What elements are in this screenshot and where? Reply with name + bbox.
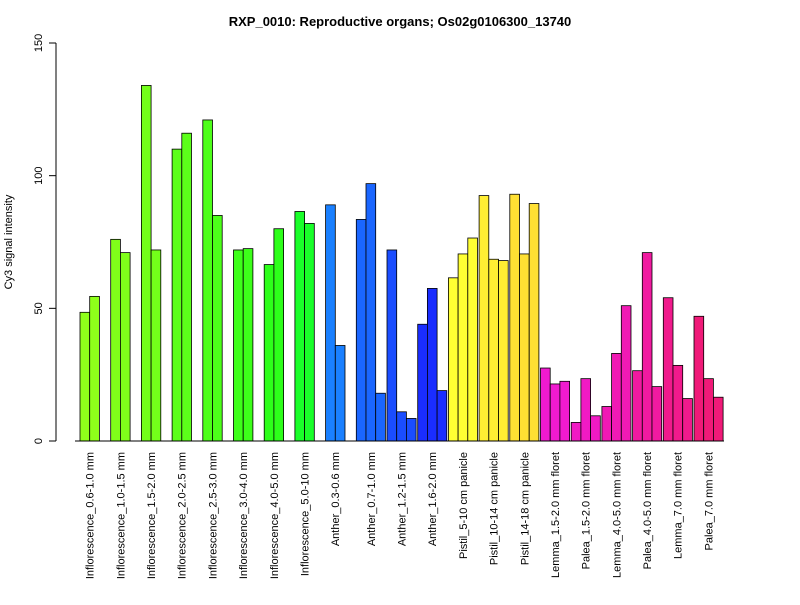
bar (682, 398, 693, 442)
bar (498, 260, 509, 442)
bar (365, 183, 377, 442)
category-label: Lemma_7.0 mm floret (673, 452, 685, 559)
category-label: Lemma_4.0-5.0 mm floret (611, 452, 623, 578)
category-label: Pistil_10-14 cm panicle (489, 452, 501, 565)
y-tick-label: 150 (33, 34, 45, 52)
bar (181, 132, 192, 442)
bar (447, 277, 459, 442)
category-label: Inflorescence_2.0-2.5 mm (177, 452, 189, 579)
category-label: Lemma_1.5-2.0 mm floret (550, 452, 562, 578)
bar (467, 237, 478, 442)
bar (386, 249, 398, 442)
y-axis: 0 50 100 150 (33, 34, 57, 444)
bar (580, 378, 592, 442)
bar (89, 295, 100, 442)
y-tick-label: 0 (33, 438, 45, 444)
category-label: Anther_1.2-1.5 mm (397, 452, 409, 546)
bar (405, 418, 417, 442)
bar (641, 252, 653, 442)
y-axis-label: Cy3 signal intensity (3, 194, 15, 289)
bar (601, 406, 613, 442)
bar (242, 248, 254, 442)
bars-group (79, 85, 724, 442)
y-tick-label: 50 (33, 302, 45, 314)
bar (355, 219, 367, 442)
category-label: Inflorescence_2.5-3.0 mm (207, 452, 219, 579)
category-label: Palea_4.0-5.0 mm floret (642, 452, 654, 569)
bar (509, 193, 520, 442)
y-tick-label: 100 (33, 166, 45, 184)
category-label: Inflorescence_3.0-4.0 mm (238, 452, 250, 579)
category-label: Inflorescence_5.0-10 mm (300, 452, 312, 576)
bar (294, 211, 305, 442)
category-label: Anther_0.3-0.6 mm (330, 452, 342, 546)
chart-title: RXP_0010: Reproductive organs; Os02g0106… (229, 14, 572, 29)
category-label: Pistil_5-10 cm panicle (458, 452, 470, 559)
bar (273, 228, 284, 442)
bar (570, 422, 582, 442)
bar (171, 148, 183, 442)
category-label: Anther_1.6-2.0 mm (427, 452, 439, 546)
bar (436, 390, 448, 442)
bar (325, 204, 336, 442)
bar (611, 353, 622, 442)
bar (375, 392, 386, 442)
bar (79, 311, 91, 442)
bar (140, 85, 152, 442)
bar (693, 315, 705, 442)
category-label: Palea_1.5-2.0 mm floret (581, 452, 593, 569)
bar (651, 386, 663, 442)
bar (417, 323, 428, 442)
bar (304, 223, 315, 442)
bar (457, 253, 469, 442)
bar (334, 345, 346, 442)
bar (263, 264, 275, 442)
category-label: Anther_0.7-1.0 mm (366, 452, 378, 546)
category-label: Pistil_14-18 cm panicle (519, 452, 531, 565)
category-labels: Inflorescence_0.6-1.0 mm Inflorescence_1.… (85, 452, 716, 579)
category-label: Palea_7.0 mm floret (703, 452, 715, 550)
bar (540, 367, 551, 442)
bar (202, 119, 213, 442)
bar (620, 305, 632, 442)
bar (519, 253, 530, 442)
bar (559, 380, 571, 442)
bar (662, 297, 674, 442)
bar (632, 370, 643, 442)
bar (488, 258, 499, 442)
bar (150, 249, 162, 442)
bar (528, 203, 540, 442)
bar (120, 252, 131, 442)
category-label: Inflorescence_0.6-1.0 mm (85, 452, 97, 579)
category-label: Inflorescence_1.0-1.5 mm (115, 452, 127, 579)
bar (672, 364, 684, 442)
bar (703, 378, 714, 442)
category-label: Inflorescence_1.5-2.0 mm (146, 452, 158, 579)
bar (233, 249, 244, 442)
bar (212, 215, 223, 442)
bar (478, 195, 490, 442)
bar (549, 383, 561, 442)
bar (426, 288, 438, 442)
bar (110, 238, 121, 442)
bar (713, 396, 724, 442)
bar (590, 415, 601, 442)
bar (396, 411, 407, 442)
category-label: Inflorescence_4.0-5.0 mm (269, 452, 281, 579)
